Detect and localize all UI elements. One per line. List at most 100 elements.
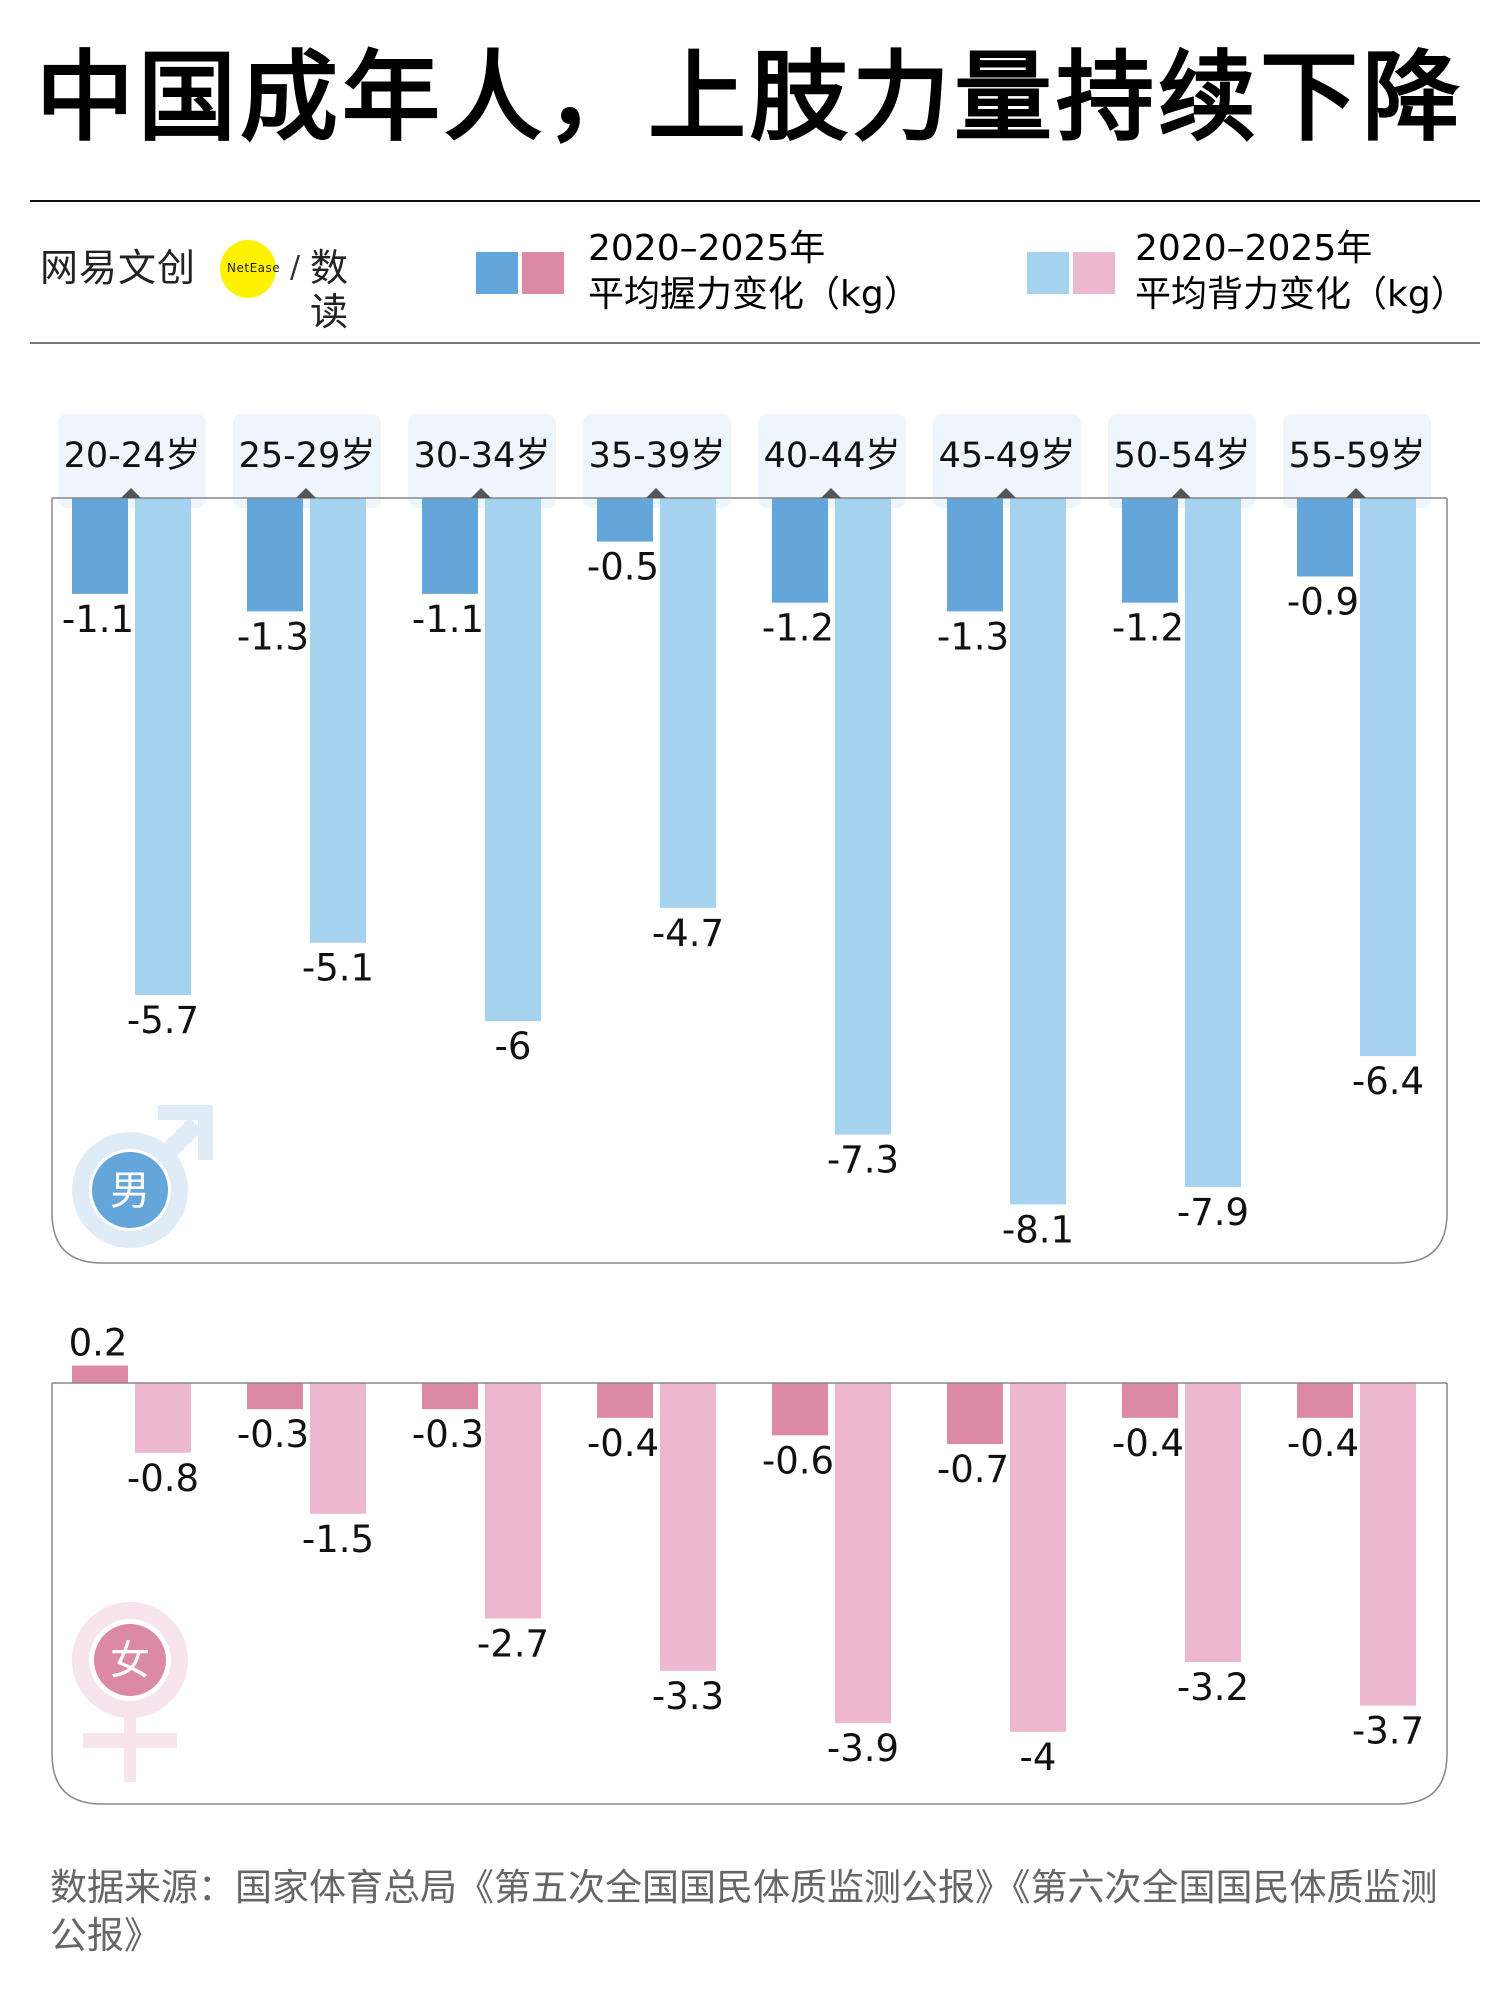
back-value-label: -6 [495,1025,532,1068]
legend-swatch-male-grip [476,252,518,294]
female-panel: 女 0.2 -0.3 -0.3 -0.4 -0.6 -0.7 -0.4 -0.4 -0.8 -1.5… [51,1322,1448,1805]
category-label: 20-24岁 [64,436,201,476]
category-box [933,414,1081,508]
grip-bar [947,498,1003,612]
back-value-label: -6.4 [1352,1060,1424,1103]
legend-swatch-male-back [1027,252,1069,294]
back-bar [835,498,891,1135]
male-panel: 男 -1.1 -1.3 -1.1 -0.5 -1.2 -1.3 -1.2 -0.9 -5.7 -5.… [51,414,1448,1264]
page-title: 中国成年人，上肢力量持续下降 [35,41,1464,155]
legend-swatch-female-grip [522,252,564,294]
top-divider [30,200,1480,202]
grip-bar [422,1383,478,1410]
legend-swatch-female-back [1073,252,1115,294]
female-symbol-crossbar [83,1733,177,1748]
category-label: 30-34岁 [414,436,551,476]
legend-line2: 平均背力变化（kg） [1135,274,1467,315]
category-pointer-icon [296,488,316,498]
grip-bar [1122,1383,1178,1418]
category-pointer-icon [1346,488,1366,498]
category-label: 55-59岁 [1289,436,1426,476]
category-pointer-icon [996,488,1016,498]
back-value-label: -7.3 [827,1139,899,1182]
grip-value-label: -0.9 [1287,580,1359,623]
female-symbol-label: 女 [110,1638,150,1684]
grip-value-label: -1.2 [1112,607,1184,650]
category-pointer-icon [821,488,841,498]
bar-chart: 男 -1.1 -1.3 -1.1 -0.5 -1.2 -1.3 -1.2 -0.9 -5.7 -5.… [51,414,1448,1805]
logo-column-name: 数读 [310,246,349,334]
logo-yellow-circle [220,240,276,298]
category-pointer-icon [471,488,491,498]
legend-grip: 2020–2025年 平均握力变化（kg） [476,226,976,322]
category-box [233,414,381,508]
back-value-label: -5.7 [127,999,199,1042]
logo-brand-en: NetEase [227,261,281,275]
male-symbol-label: 男 [110,1168,150,1214]
grip-value-label: -0.4 [1287,1422,1359,1465]
grip-bar [1297,498,1353,577]
back-bar [1010,498,1066,1205]
male-symbol-core [92,1152,168,1228]
panel-border [51,1383,1448,1805]
back-bar [660,498,716,908]
legend-line1: 2020–2025年 [588,228,826,269]
back-value-label: -0.8 [127,1457,199,1500]
category-label: 40-44岁 [764,436,901,476]
data-source: 数据来源：国家体育总局《第五次全国国民体质监测公报》《第六次全国国民体质监测公报… [50,1866,1438,1957]
grip-value-label: -0.5 [587,546,659,589]
category-pointer-icon [1171,488,1191,498]
category-box [58,414,206,508]
grip-bar [1297,1383,1353,1418]
back-value-label: -2.7 [477,1622,549,1665]
grip-bar [772,1383,828,1436]
back-bar [835,1383,891,1724]
panel-border [51,498,1448,1264]
brand-logo: 网易文创 NetEase / 数读 [40,236,360,334]
grip-bar [947,1383,1003,1445]
back-bar [1185,498,1241,1187]
back-value-label: -3.7 [1352,1710,1424,1753]
grip-bar [422,498,478,594]
female-symbol-core [94,1624,166,1696]
grip-value-label: -1.3 [237,615,309,658]
grip-value-label: -0.4 [587,1422,659,1465]
legend-line1: 2020–2025年 [1135,228,1373,269]
grip-value-label: -1.3 [937,615,1009,658]
legend-text: 2020–2025年 平均握力变化（kg） [588,226,920,318]
category-label: 25-29岁 [239,436,376,476]
back-bar [485,1383,541,1619]
back-bar [1360,498,1416,1057]
back-value-label: -8.1 [1002,1208,1074,1251]
legend-line2: 平均握力变化（kg） [588,274,920,315]
back-value-label: -3.2 [1177,1666,1249,1709]
grip-bar [247,498,303,612]
grip-bar [1122,498,1178,603]
back-bar [1010,1383,1066,1732]
category-box [583,414,731,508]
back-bar [310,498,366,943]
category-pointer-icon [646,488,666,498]
legend-text: 2020–2025年 平均背力变化（kg） [1135,226,1467,318]
back-value-label: -3.3 [652,1675,724,1718]
back-bar [1185,1383,1241,1663]
category-box [1283,414,1431,508]
back-bar [660,1383,716,1671]
back-value-label: -5.1 [302,947,374,990]
grip-value-label: -1.1 [62,598,134,641]
grip-value-label: -0.3 [237,1413,309,1456]
category-box [1108,414,1256,508]
grip-value-label: -1.1 [412,598,484,641]
grip-value-label: 0.2 [69,1322,128,1365]
category-box [408,414,556,508]
male-symbol-arrow-head [158,1105,213,1160]
back-bar [310,1383,366,1514]
grip-value-label: -0.7 [937,1448,1009,1491]
back-bar [135,498,191,996]
grip-value-label: -0.3 [412,1413,484,1456]
back-value-label: -4 [1020,1736,1057,1779]
back-bar [485,498,541,1022]
logo-brand-cn: 网易文创 [40,246,197,290]
grip-bar [597,498,653,542]
back-value-label: -3.9 [827,1727,899,1770]
